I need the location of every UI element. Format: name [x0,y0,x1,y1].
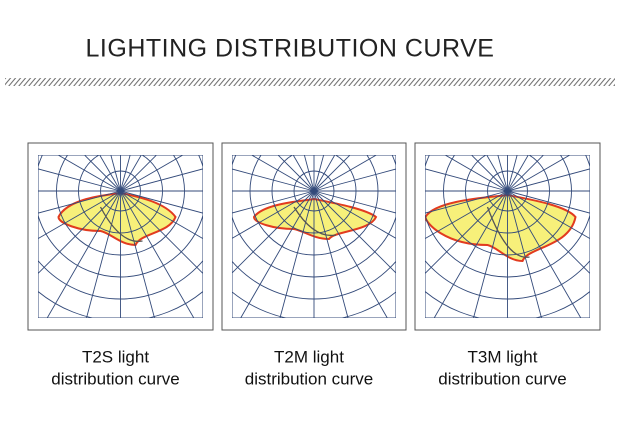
caption-line: T2S light [82,347,149,366]
grid-ray [120,168,203,192]
polar-diagram [27,142,214,331]
grid-ray [38,190,121,214]
grid-ray [313,190,349,318]
polar-grid [232,155,396,318]
polar-diagram [221,142,407,331]
grid-ray [46,190,121,318]
grid-ray [507,155,571,192]
grid-ray [444,155,508,192]
grid-ray [313,155,325,192]
grid-ray [38,168,121,192]
grid-ray [507,190,582,318]
grid-ray [250,155,315,192]
grid-ray [120,155,142,192]
grid-ray [86,190,121,318]
grid-ray [507,155,529,192]
caption-line: T2M light [274,347,344,366]
grid-ray [433,190,508,318]
lobe-section [293,206,337,237]
grid-ray [120,155,184,192]
lobe-section [486,206,530,258]
grid-ray [313,190,396,214]
grid-ray [277,155,315,192]
title: LIGHTING DISTRIBUTION CURVE [86,35,495,63]
polar-grid [425,155,590,318]
grid-ray [57,155,121,192]
grid-ray [425,190,508,275]
grid-ray [507,190,590,275]
grid-ray [470,155,508,192]
grid-ray [313,190,388,318]
grid-ray [313,155,336,192]
lobe-section [99,206,143,242]
grid-ray [120,190,203,240]
caption-line: distribution curve [245,369,374,388]
grid-ray [120,190,203,275]
grid-ray [313,155,351,192]
grid-ray [473,190,508,318]
grid-ray [425,190,508,214]
grid-ray [232,190,315,274]
caption-line: distribution curve [51,369,180,388]
grid-ray [120,155,131,192]
grid-ray [313,155,378,192]
grid-ray [120,190,155,318]
caption-line: T3M light [468,347,538,366]
grid-ray [507,190,590,214]
grid-ray [232,168,315,192]
grid-ray [120,190,203,214]
grid-ray [507,168,590,192]
grid-ray [232,190,315,239]
grid-ray [313,168,396,192]
grid-ray [279,190,315,318]
grid-ray [507,190,590,240]
grid-ray [313,190,396,274]
grid-ray [110,155,121,192]
grid-ray [38,190,121,240]
grid-ray [38,190,121,275]
polar-grid [38,155,203,318]
grid-ray [486,155,508,192]
grid-ray [507,155,545,192]
grid-ray [120,190,195,318]
grid-ray [303,155,315,192]
polar-diagram [414,142,601,331]
divider [5,78,615,86]
grid-ray [232,190,315,214]
grid-ray [497,155,508,192]
grid-ray [425,168,508,192]
grid-ray [83,155,121,192]
grid-ray [425,190,508,240]
grid-ray [99,155,121,192]
grid-ray [240,190,315,318]
grid-ray [120,155,158,192]
grid-ray [292,155,315,192]
caption-line: distribution curve [438,369,567,388]
grid-ray [507,155,518,192]
grid-ray [507,190,542,318]
grid-ray [313,190,396,239]
